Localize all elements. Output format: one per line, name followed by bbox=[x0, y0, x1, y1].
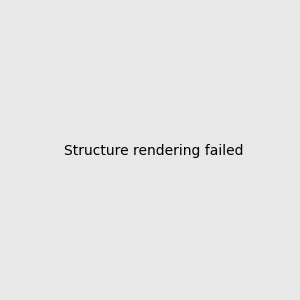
Text: Structure rendering failed: Structure rendering failed bbox=[64, 145, 244, 158]
